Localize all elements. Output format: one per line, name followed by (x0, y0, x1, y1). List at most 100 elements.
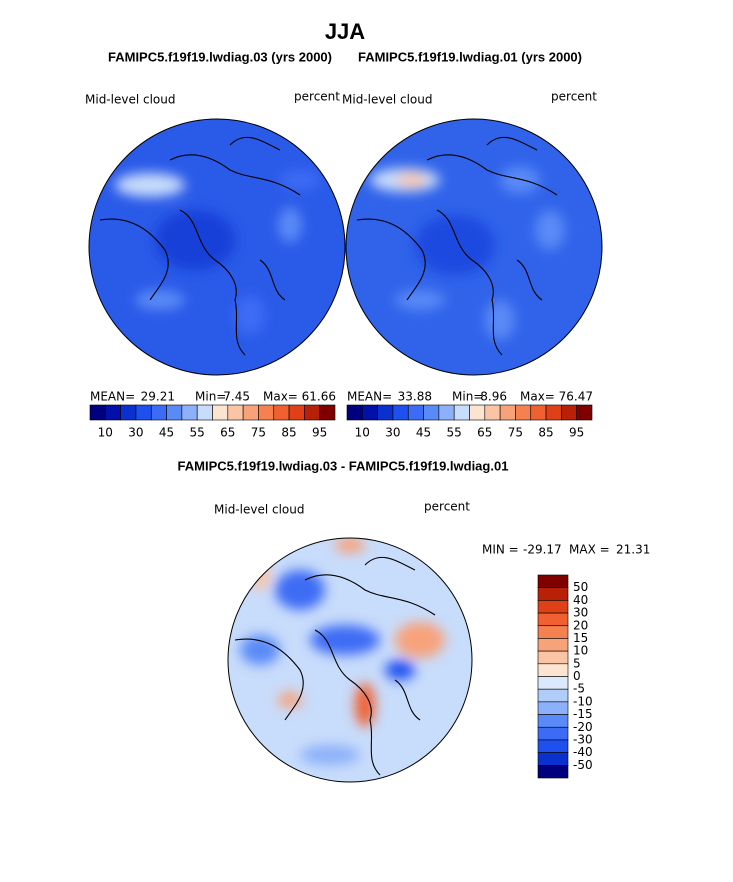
colorbar-box (537, 688, 569, 703)
colorbar-label: -5 (573, 682, 585, 696)
colorbar-box (392, 404, 409, 421)
colorbar-box (537, 650, 569, 665)
colorbar-box (196, 404, 213, 421)
stat-value: 21.31 (616, 543, 650, 557)
colorbar-label: 45 (416, 426, 431, 440)
map-border (88, 118, 346, 376)
colorbar-box (469, 404, 486, 421)
stat-label: Min= (452, 390, 483, 404)
colorbar-box (212, 404, 229, 421)
colorbar-box (377, 404, 394, 421)
colorbar-box (530, 404, 547, 421)
colorbar-box (288, 404, 305, 421)
colorbar-box (273, 404, 290, 421)
colorbar-label: 20 (573, 618, 588, 632)
colorbar-box (181, 404, 198, 421)
panel-subtitle: FAMIPC5.f19f19.lwdiag.03 (yrs 2000) (108, 49, 332, 64)
colorbar-box (537, 612, 569, 627)
colorbar-box (537, 638, 569, 652)
colorbar-label: -20 (573, 720, 593, 734)
stat-value: 29.21 (141, 390, 175, 404)
stat-label: MEAN= (347, 390, 392, 404)
colorbar-box (576, 404, 593, 421)
stat-label: MAX = (569, 543, 610, 557)
colorbar-label: -40 (573, 745, 593, 759)
colorbar-box (242, 404, 259, 421)
colorbar-box (120, 404, 137, 421)
stat-value: 33.88 (398, 390, 432, 404)
map-border (227, 537, 473, 783)
colorbar-label: -10 (573, 694, 593, 708)
colorbar-box (537, 600, 569, 614)
colorbar-box (304, 404, 320, 421)
figure-title: JJA (325, 19, 365, 44)
stat-value: 61.66 (302, 390, 336, 404)
colorbar-box (515, 404, 532, 421)
stat-label: Max= (520, 390, 555, 404)
colorbar-label: 95 (312, 426, 327, 440)
colorbar-box (484, 404, 501, 421)
colorbar-label: 55 (447, 426, 462, 440)
colorbar-label: 0 (573, 669, 581, 683)
colorbar-box (423, 404, 440, 421)
colorbar-box (537, 587, 569, 601)
colorbar-box (537, 714, 569, 728)
colorbar-label: 50 (573, 580, 588, 594)
colorbar-box (438, 404, 455, 421)
colorbar-label: 75 (251, 426, 266, 440)
colorbar-label: 55 (190, 426, 205, 440)
map (346, 119, 602, 375)
colorbar-label: 40 (573, 593, 588, 607)
units-label: percent (551, 90, 597, 104)
stat-value: 8.96 (480, 390, 507, 404)
field-label: Mid-level cloud (214, 503, 304, 517)
colorbar-label: 10 (98, 426, 113, 440)
colorbar-box (135, 404, 152, 421)
colorbar-box (453, 404, 470, 421)
colorbar-label: -15 (573, 707, 593, 721)
colorbar-box (166, 404, 183, 421)
colorbar-box (537, 752, 569, 766)
stat-value: -29.17 (523, 543, 562, 557)
colorbar-box (362, 404, 378, 421)
colorbar-label: 75 (508, 426, 523, 440)
colorbar-label: 5 (573, 656, 581, 670)
colorbar-box (319, 404, 336, 421)
map (89, 119, 345, 375)
colorbar-box (537, 739, 569, 753)
colorbar-box (537, 726, 569, 741)
stat-label: Min= (195, 390, 226, 404)
colorbar-label: 65 (220, 426, 235, 440)
colorbar-box (537, 701, 569, 715)
colorbar-box (150, 404, 167, 421)
panel-subtitle: FAMIPC5.f19f19.lwdiag.01 (yrs 2000) (358, 49, 582, 64)
map (228, 538, 472, 782)
field-label: Mid-level cloud (342, 93, 432, 107)
stat-value: 76.47 (559, 390, 593, 404)
colorbar-box (545, 404, 562, 421)
units-label: percent (424, 500, 470, 514)
colorbar-box (537, 765, 569, 779)
colorbar-box (537, 663, 569, 677)
colorbar-box (561, 404, 577, 421)
colorbar-label: 85 (281, 426, 296, 440)
colorbar-box (537, 574, 569, 588)
colorbar-label: 10 (355, 426, 370, 440)
colorbar-box (499, 404, 516, 421)
colorbar-label: 85 (538, 426, 553, 440)
colorbar-box (537, 625, 569, 639)
colorbar-box (105, 404, 121, 421)
colorbar-label: -30 (573, 732, 593, 746)
colorbar-label: 15 (573, 631, 588, 645)
units-label: percent (294, 90, 340, 104)
colorbar-label: 30 (573, 606, 588, 620)
colorbar-box (346, 404, 363, 421)
colorbar-box (537, 676, 569, 690)
colorbar-label: 95 (569, 426, 584, 440)
colorbar-label: 30 (385, 426, 400, 440)
colorbar-box (227, 404, 244, 421)
colorbar-box (407, 404, 424, 421)
stat-value: 7.45 (223, 390, 250, 404)
map-border (345, 118, 603, 376)
